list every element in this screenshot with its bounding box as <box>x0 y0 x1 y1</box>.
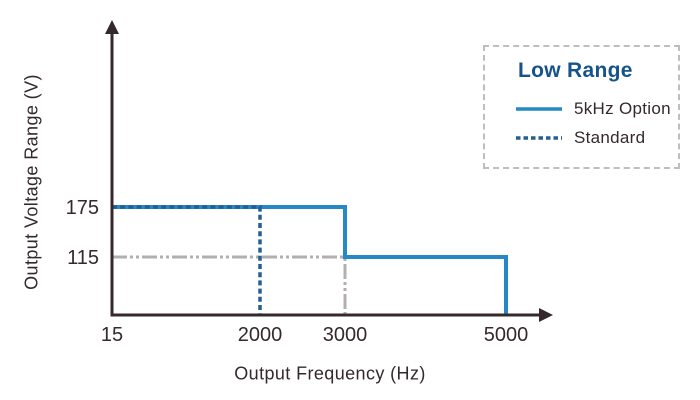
y-axis-arrow-icon <box>105 20 119 34</box>
legend-item-5khz-option: 5kHz Option <box>516 99 671 119</box>
x-axis-arrow-icon <box>539 308 553 322</box>
series-line-standard <box>112 205 262 315</box>
legend-item-label: 5kHz Option <box>574 99 671 118</box>
x-tick-label-2000: 2000 <box>238 324 283 346</box>
series-line-5khz-option <box>112 205 508 315</box>
115v-at-3000-guide <box>112 255 347 315</box>
dashed-line-swatch-icon <box>516 136 562 140</box>
x-tick-label-15: 15 <box>101 324 123 346</box>
legend-box: Low Range 5kHz Option Standard <box>483 45 680 169</box>
y-tick-label-115: 115 <box>67 247 99 269</box>
solid-line-swatch-icon <box>516 107 562 111</box>
x-tick-label-3000: 3000 <box>323 324 368 346</box>
x-axis-title: Output Frequency (Hz) <box>234 363 426 384</box>
legend-title: Low Range <box>518 59 633 82</box>
y-tick-label-175: 175 <box>66 197 99 219</box>
legend-item-label: Standard <box>574 128 646 147</box>
x-tick-label-5000: 5000 <box>484 324 529 346</box>
legend-item-standard: Standard <box>516 128 645 148</box>
y-axis-title: Output Voltage Range (V) <box>21 74 42 290</box>
